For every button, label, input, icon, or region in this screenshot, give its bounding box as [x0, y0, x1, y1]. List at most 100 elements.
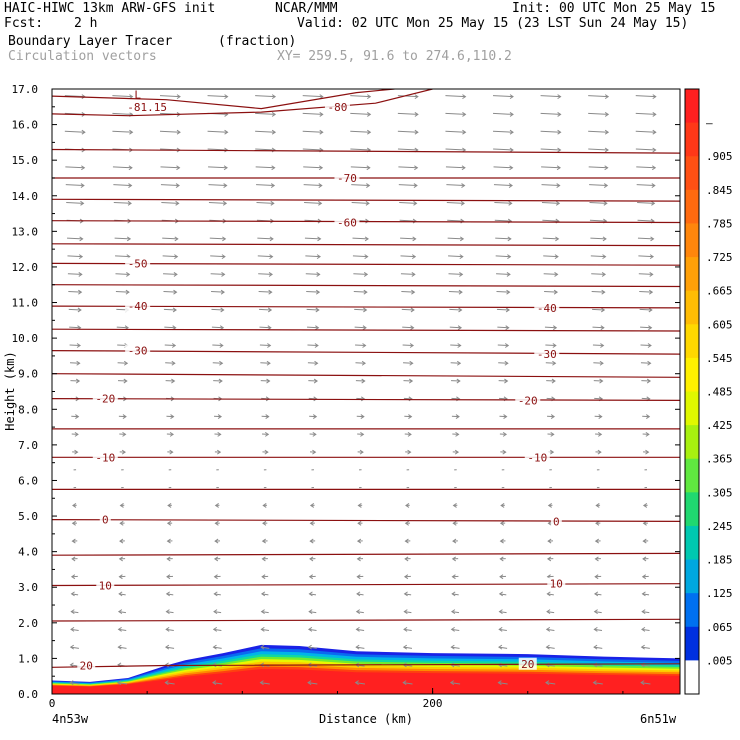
isotherm-label: -80 [328, 101, 348, 114]
vector-head [223, 165, 228, 171]
vector-head [460, 200, 465, 206]
vector-head [319, 129, 324, 135]
vector-shaft [546, 611, 555, 614]
vector-head [597, 431, 603, 437]
vector-head [360, 431, 365, 437]
vector-arrow [211, 307, 225, 313]
vector-head [175, 183, 180, 188]
vector-head [509, 94, 514, 100]
vector-shaft [497, 326, 509, 329]
isotherm-label-bg [534, 348, 560, 361]
vector-shaft [255, 166, 275, 169]
vector-arrow [640, 680, 651, 686]
vector-shaft [256, 184, 275, 187]
vector-arrow [112, 129, 134, 135]
vector-shaft [160, 166, 180, 169]
vector-shaft [304, 237, 321, 240]
vector-head [652, 129, 657, 135]
vector-arrow [500, 503, 505, 508]
vector-shaft [68, 308, 81, 311]
vector-head [170, 414, 175, 420]
vector-head [354, 680, 359, 686]
vector-shaft [593, 682, 603, 685]
vector-arrow [166, 520, 173, 526]
vector-shaft [260, 646, 270, 649]
colorbar-label: .905 [706, 150, 733, 163]
vector-head [319, 94, 324, 100]
vector-arrow [352, 236, 369, 242]
vector-arrow [592, 307, 606, 313]
vector-shaft [117, 682, 128, 685]
vector-head [309, 556, 314, 562]
vector-arrow [499, 520, 506, 526]
vector-arrow [305, 254, 321, 260]
isotherm-line [52, 243, 680, 247]
vector-shaft [636, 166, 656, 169]
vector-head [452, 520, 457, 526]
vector-arrow [594, 556, 601, 562]
vector-head [271, 111, 277, 117]
vector-head [260, 609, 265, 615]
vector-head [366, 165, 371, 171]
isotherm-line-10 [52, 583, 680, 587]
vector-shaft [496, 308, 510, 311]
vector-arrow [213, 609, 222, 615]
vector-shaft [164, 344, 176, 346]
vector-shaft [496, 291, 510, 293]
vector-head [309, 538, 314, 544]
vector-arrow [351, 200, 370, 206]
vector-arrow [262, 449, 269, 455]
vector-head [355, 626, 360, 632]
vector-head [269, 236, 274, 242]
vector-arrow [642, 538, 649, 544]
vector-shaft [398, 166, 418, 169]
vector-arrow [115, 289, 130, 295]
vector-arrow [259, 680, 270, 686]
isotherm-label-bg [99, 513, 111, 526]
y-tick-label: 3.0 [18, 581, 38, 594]
vector-shaft [211, 308, 224, 311]
y-tick-label: 0.0 [18, 688, 38, 701]
vector-head [261, 538, 266, 544]
vector-shaft [261, 628, 270, 632]
vector-arrow [307, 343, 319, 348]
vector-arrow [449, 307, 463, 313]
vector-arrow [495, 254, 512, 260]
vector-head [74, 431, 79, 437]
vector-arrow [592, 680, 603, 686]
vector-shaft [637, 237, 654, 240]
vector-shaft [593, 664, 603, 667]
vector-arrow [545, 360, 557, 366]
vector-arrow [302, 111, 324, 117]
vector-shaft [640, 344, 652, 346]
vector-shaft [65, 184, 84, 187]
vector-head [269, 254, 274, 260]
vector-arrow [498, 360, 509, 366]
vector-shaft [540, 130, 561, 133]
vector-head [166, 520, 172, 526]
vector-arrow [307, 680, 318, 686]
vector-arrow [113, 200, 132, 206]
vector-arrow [161, 200, 180, 206]
isotherm-line [52, 328, 680, 332]
vector-head [650, 236, 655, 242]
vector-head [404, 520, 409, 526]
vector-shaft [400, 237, 416, 240]
vector-head [119, 520, 124, 526]
vector-shaft [66, 201, 84, 204]
vector-arrow [212, 343, 224, 348]
vector-arrow [404, 520, 411, 526]
vector-arrow [641, 609, 650, 615]
vector-arrow [261, 414, 270, 420]
vector-shaft [112, 130, 133, 133]
vector-arrow [594, 538, 601, 544]
vector-head [547, 538, 552, 544]
colorbar-swatch [685, 492, 699, 527]
vector-head [309, 520, 314, 526]
vector-arrow [397, 129, 419, 135]
vector-head [594, 556, 599, 562]
vector-arrow [499, 431, 508, 437]
vector-head [597, 449, 602, 455]
vector-arrow [401, 289, 416, 295]
